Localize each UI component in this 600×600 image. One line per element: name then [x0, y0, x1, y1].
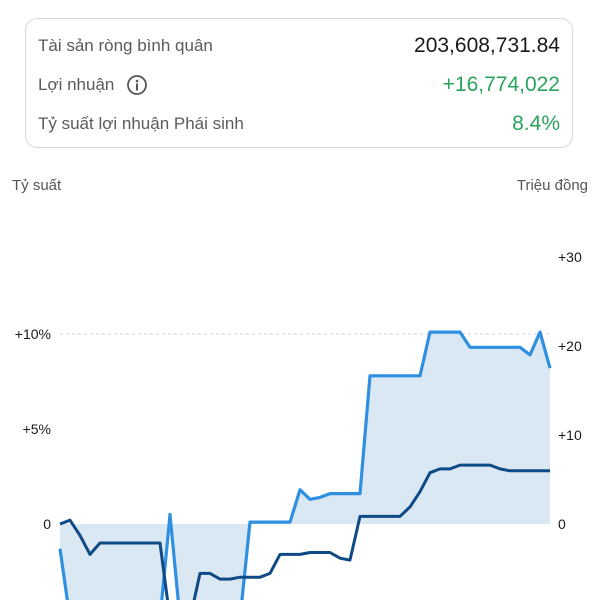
left-axis-title: Tỷ suất: [12, 177, 62, 194]
profit-label-group: Lợi nhuận: [38, 74, 148, 96]
derivative-return-row: Tỷ suất lợi nhuận Phái sinh 8.4%: [38, 112, 560, 136]
right-tick-label: 0: [558, 516, 566, 532]
return-chart[interactable]: +10% +5% 0 +30 +20 +10 0: [0, 200, 600, 600]
left-tick-label: +10%: [15, 326, 51, 342]
right-axis-title: Triệu đồng: [516, 177, 588, 194]
right-tick-label: +10: [558, 427, 582, 443]
return-area-fill: [60, 332, 550, 600]
right-tick-label: +30: [558, 249, 582, 265]
series-line-return: [58, 330, 552, 600]
summary-card: Tài sản ròng bình quân 203,608,731.84 Lợ…: [25, 18, 573, 148]
left-tick-label: +5%: [23, 421, 51, 437]
right-tick-label: +20: [558, 338, 582, 354]
left-axis-ticks: +10% +5% 0: [15, 326, 51, 532]
profit-row: Lợi nhuận +16,774,022: [38, 73, 560, 97]
info-icon[interactable]: [126, 74, 148, 96]
avg-net-assets-value: 203,608,731.84: [414, 34, 560, 57]
avg-net-assets-row: Tài sản ròng bình quân 203,608,731.84: [38, 34, 560, 58]
profit-value: +16,774,022: [442, 73, 560, 96]
profit-label: Lợi nhuận: [38, 75, 115, 94]
avg-net-assets-label: Tài sản ròng bình quân: [38, 36, 213, 55]
left-tick-label: 0: [43, 516, 51, 532]
series-line-profit: [59, 463, 550, 600]
derivative-return-label: Tỷ suất lợi nhuận Phái sinh: [38, 114, 244, 133]
derivative-return-value: 8.4%: [512, 112, 560, 135]
right-axis-ticks: +30 +20 +10 0: [558, 249, 582, 532]
